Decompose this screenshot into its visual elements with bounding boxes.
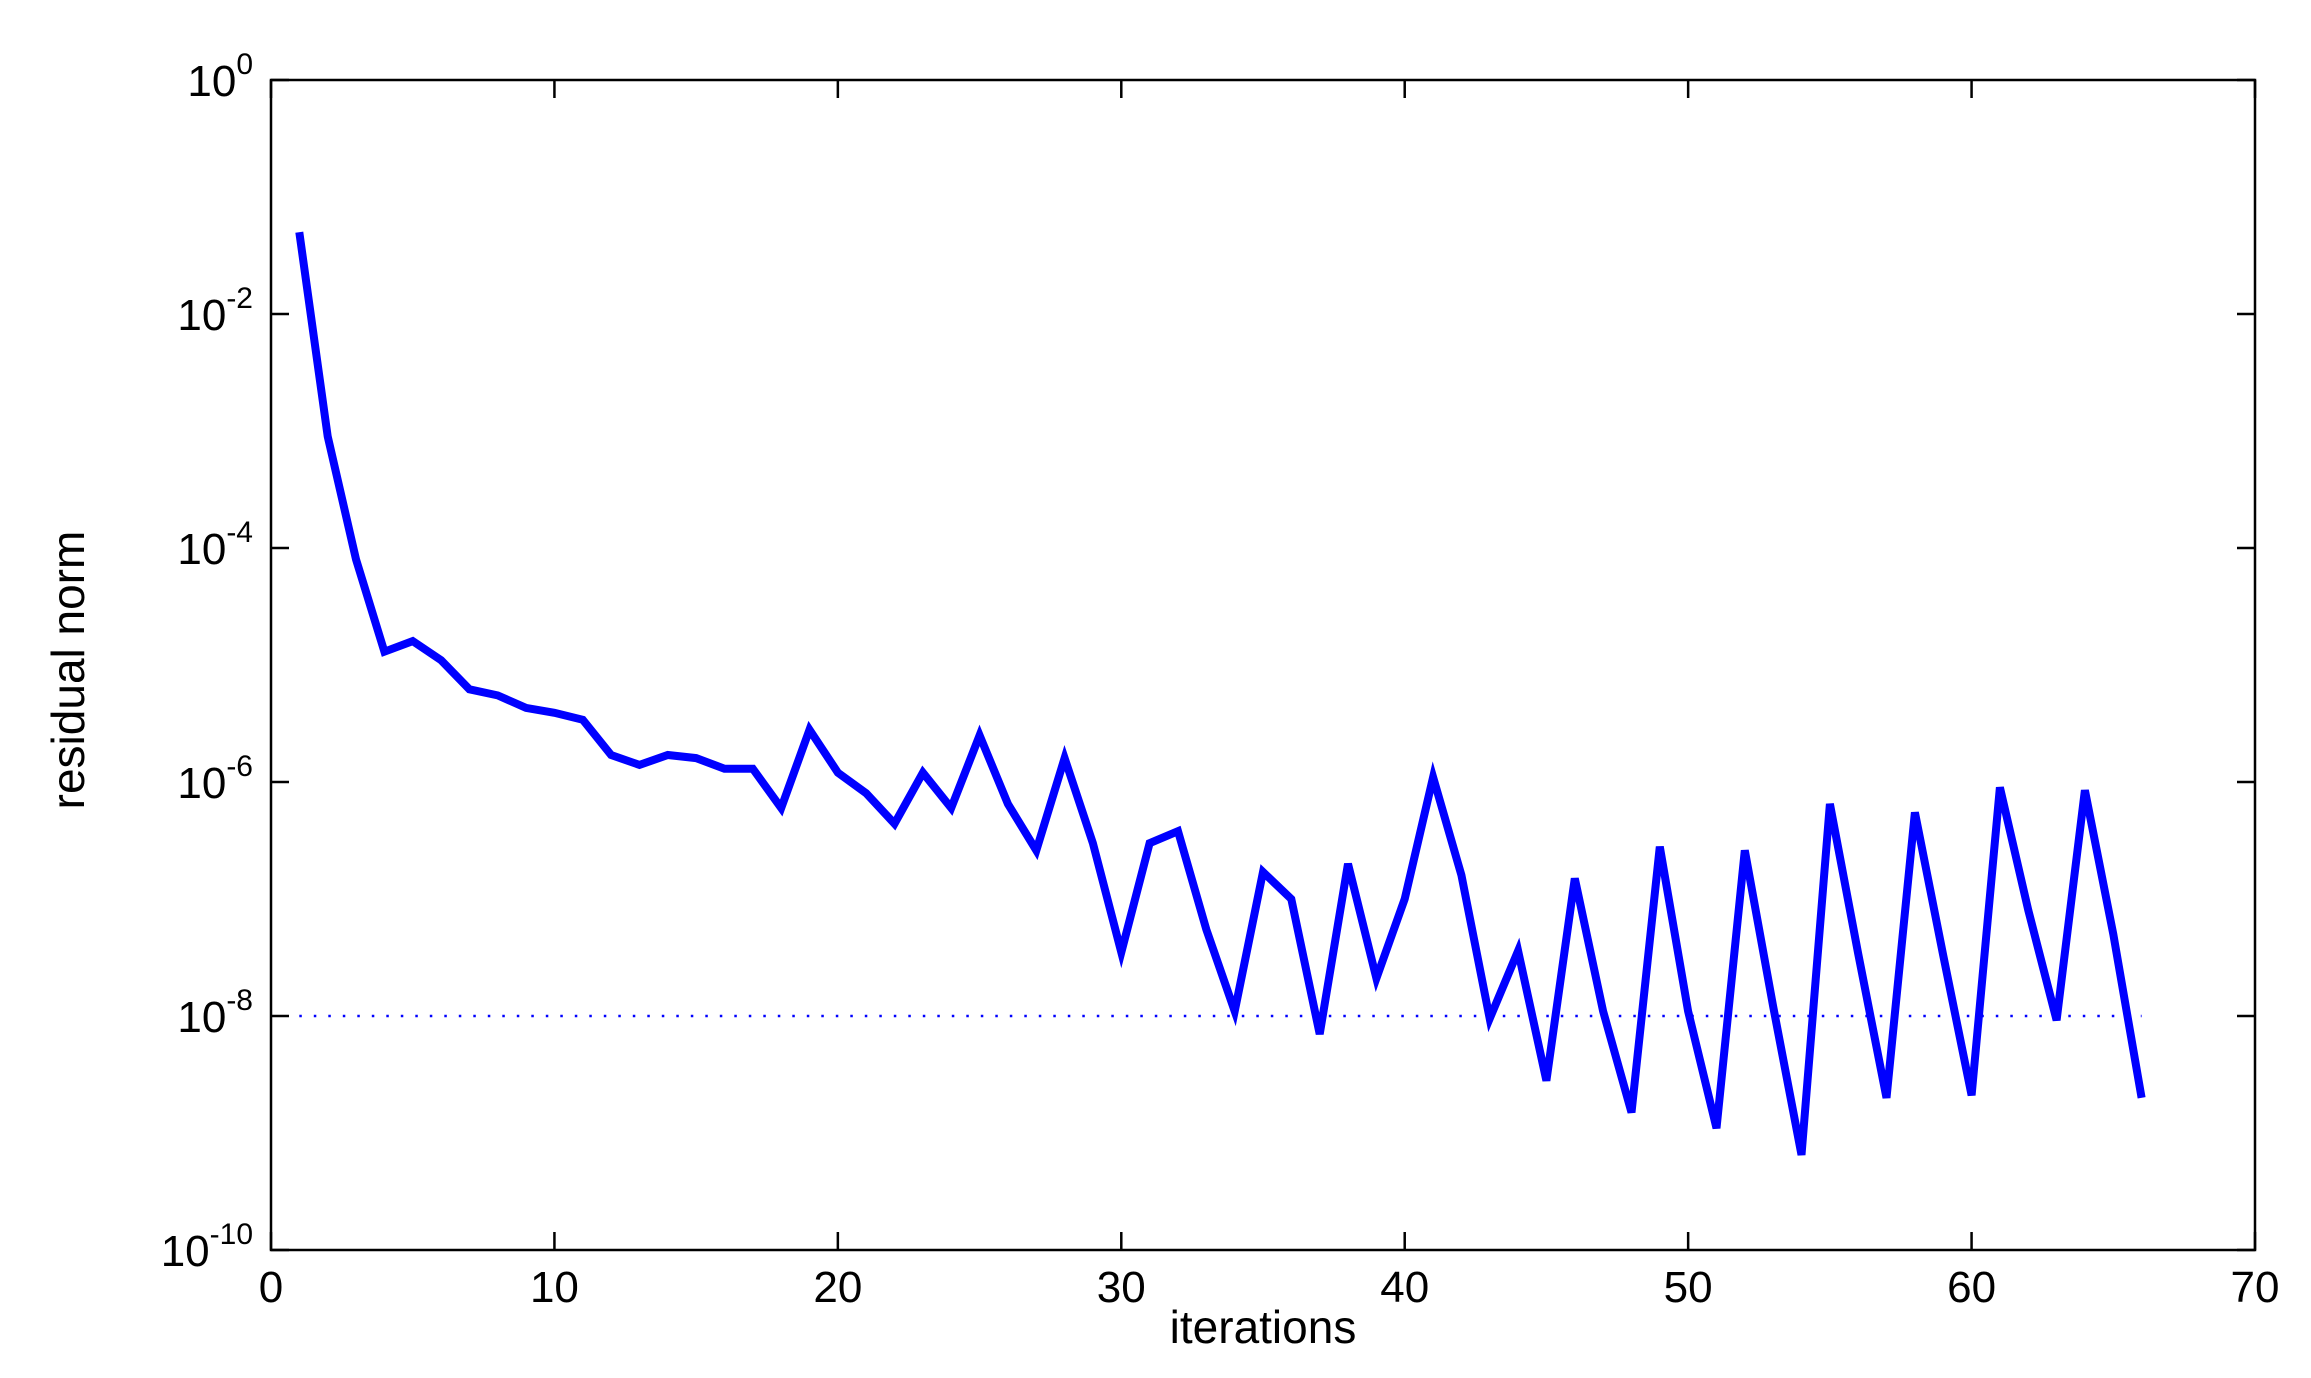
plot-area	[269, 78, 2257, 1252]
x-tick-label: 10	[530, 1263, 579, 1312]
x-tick-label: 60	[1947, 1263, 1996, 1312]
x-tick-label: 70	[2231, 1263, 2280, 1312]
x-tick-label: 0	[259, 1263, 283, 1312]
y-axis-ticks: 100 10-2 10-4 10-6 10-8 10-10	[161, 48, 2255, 1276]
y-tick-label: 100	[187, 48, 253, 106]
y-tick-label: 10-10	[161, 1218, 253, 1276]
x-tick-label: 30	[1097, 1263, 1146, 1312]
y-axis-label: residual norm	[42, 531, 94, 810]
y-tick-label: 10-8	[177, 984, 253, 1042]
plot-frame	[269, 78, 2257, 1252]
y-tick-label: 10-6	[177, 750, 253, 808]
x-tick-label: 20	[813, 1263, 862, 1312]
x-axis-ticks: 0 10 20 30 40 50 60 70	[259, 80, 2280, 1312]
y-tick-label: 10-2	[177, 282, 253, 340]
y-tick-label: 10-4	[177, 516, 253, 574]
residual-series-line	[295, 231, 2146, 1156]
x-tick-label: 40	[1380, 1263, 1429, 1312]
x-axis-label: iterations	[1170, 1301, 1357, 1353]
x-tick-label: 50	[1664, 1263, 1713, 1312]
